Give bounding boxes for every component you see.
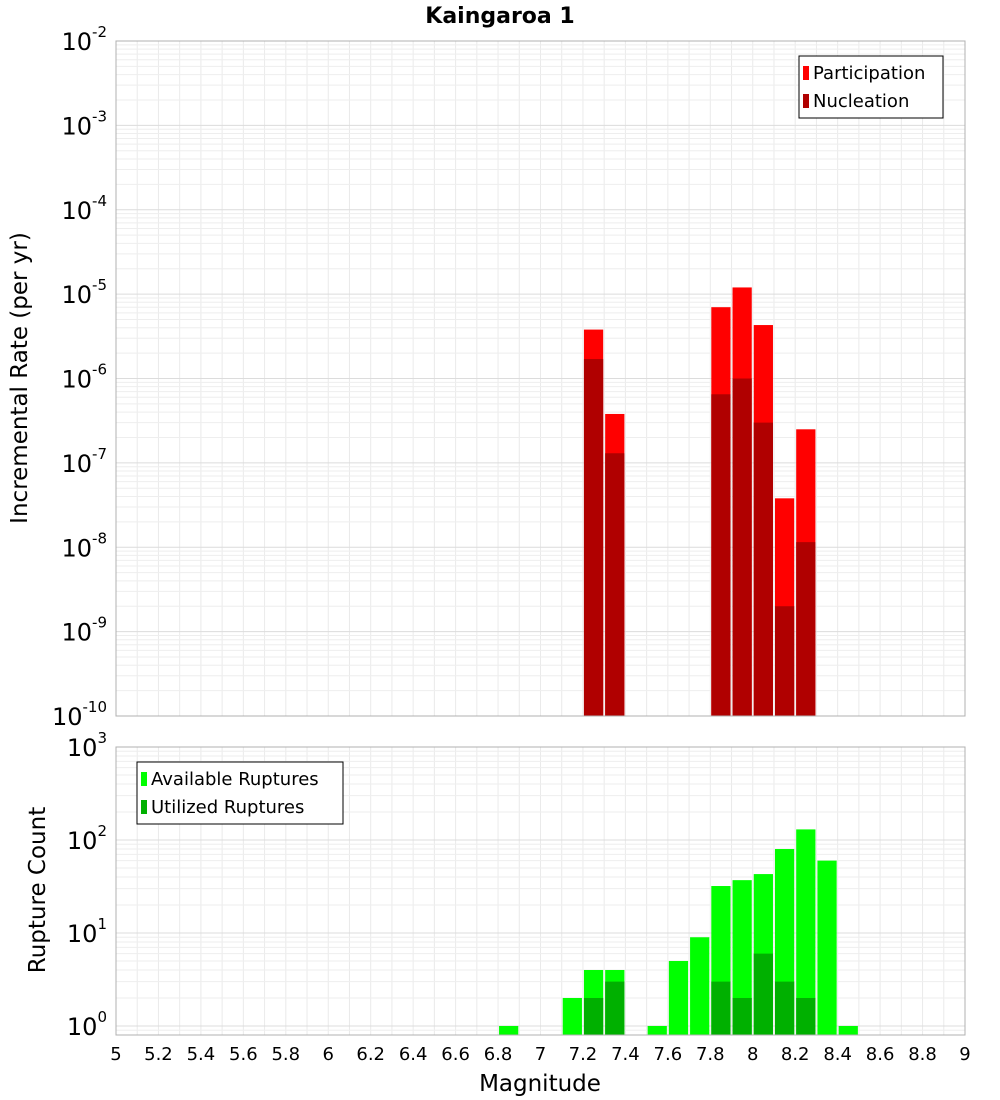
bottom-plot-frame bbox=[115, 746, 966, 1036]
bottom-legend: Available Ruptures Utilized Ruptures bbox=[136, 761, 344, 825]
legend-label: Participation bbox=[813, 63, 925, 84]
bottom-bar bbox=[647, 1025, 667, 1035]
top-series-1 bbox=[583, 359, 816, 716]
x-tick-label: 7.8 bbox=[696, 1044, 725, 1065]
legend-swatch bbox=[141, 772, 147, 786]
legend-box bbox=[136, 761, 344, 825]
top-panel: 10-10 10-9 10-8 10-7 10-6 10-5 10-4 10-3 10-2 Par… bbox=[52, 23, 966, 731]
top-y-tick-label: 10-6 bbox=[61, 361, 107, 394]
x-tick-labels: 5 5.2 5.4 5.6 5.8 6 6.2 6.4 6.6 6.8 7 7.2 7.4 7.6 7.8 8… bbox=[110, 1044, 970, 1065]
legend-label: Utilized Ruptures bbox=[151, 797, 304, 818]
legend-swatch bbox=[803, 66, 809, 80]
chart-title: Kaingaroa 1 bbox=[425, 4, 574, 29]
x-tick-label: 6.4 bbox=[399, 1044, 428, 1065]
x-tick-label: 5 bbox=[110, 1044, 121, 1065]
top-bar bbox=[774, 606, 795, 716]
bottom-bar bbox=[732, 880, 752, 1035]
x-tick-label: 7.2 bbox=[569, 1044, 598, 1065]
legend-label: Available Ruptures bbox=[151, 769, 319, 790]
x-tick-label: 7.6 bbox=[654, 1044, 683, 1065]
top-y-tick-label: 10-3 bbox=[61, 107, 107, 140]
legend-box bbox=[798, 55, 944, 119]
top-y-tick-label: 10-7 bbox=[61, 445, 107, 478]
bottom-bar bbox=[711, 981, 731, 1035]
x-tick-label: 7.4 bbox=[611, 1044, 640, 1065]
bottom-bar bbox=[583, 997, 604, 1035]
top-bar bbox=[796, 542, 816, 716]
top-plot-frame bbox=[115, 40, 966, 717]
x-tick-label: 9 bbox=[959, 1044, 970, 1065]
top-grid bbox=[115, 40, 966, 717]
legend-label: Nucleation bbox=[813, 91, 909, 112]
top-bar bbox=[605, 453, 625, 716]
x-tick-label: 7 bbox=[535, 1044, 546, 1065]
bottom-y-axis-label: Rupture Count bbox=[25, 807, 51, 973]
bottom-bar bbox=[838, 1025, 858, 1035]
bottom-y-tick-label: 101 bbox=[67, 915, 107, 948]
x-tick-label: 5.4 bbox=[187, 1044, 216, 1065]
bottom-bar bbox=[562, 997, 582, 1035]
bottom-bar bbox=[690, 937, 710, 1035]
x-tick-label: 8.2 bbox=[781, 1044, 810, 1065]
bottom-bar bbox=[668, 960, 689, 1035]
legend-swatch bbox=[141, 800, 147, 814]
top-y-tick-label: 10-4 bbox=[61, 192, 107, 225]
bottom-bar bbox=[499, 1025, 519, 1035]
top-legend: Participation Nucleation bbox=[798, 55, 944, 119]
x-tick-label: 6.8 bbox=[484, 1044, 513, 1065]
top-bar bbox=[711, 394, 731, 716]
top-bar bbox=[732, 378, 752, 716]
top-y-axis-label: Incremental Rate (per yr) bbox=[7, 232, 33, 524]
top-y-tick-label: 10-5 bbox=[61, 276, 107, 309]
bottom-bar bbox=[796, 997, 816, 1035]
bottom-y-tick-label: 102 bbox=[67, 822, 107, 855]
bottom-series-1 bbox=[583, 953, 816, 1035]
bottom-bar bbox=[774, 981, 795, 1035]
x-tick-label: 5.2 bbox=[144, 1044, 173, 1065]
bottom-bar bbox=[796, 829, 816, 1035]
x-tick-label: 6 bbox=[323, 1044, 334, 1065]
top-bar bbox=[753, 422, 773, 716]
bottom-bar bbox=[753, 953, 773, 1035]
x-tick-label: 5.6 bbox=[229, 1044, 258, 1065]
bottom-panel: 100 101 102 103 Available Ruptures Utilized R… bbox=[67, 729, 971, 1065]
x-tick-label: 8 bbox=[747, 1044, 758, 1065]
top-y-tick-label: 10-10 bbox=[52, 698, 107, 731]
bottom-y-tick-label: 103 bbox=[67, 729, 107, 762]
x-tick-label: 8.4 bbox=[823, 1044, 852, 1065]
bottom-bar bbox=[605, 981, 625, 1035]
bottom-y-tick-label: 100 bbox=[67, 1008, 107, 1041]
x-tick-label: 6.2 bbox=[356, 1044, 385, 1065]
top-y-tick-label: 10-2 bbox=[61, 23, 107, 56]
top-y-tick-label: 10-9 bbox=[61, 614, 107, 647]
x-tick-label: 6.6 bbox=[441, 1044, 470, 1065]
x-axis-label: Magnitude bbox=[479, 1071, 601, 1097]
bottom-bar bbox=[817, 860, 837, 1035]
top-y-tick-label: 10-8 bbox=[61, 529, 107, 562]
top-bar bbox=[583, 359, 604, 716]
x-tick-label: 5.8 bbox=[271, 1044, 300, 1065]
x-tick-label: 8.6 bbox=[866, 1044, 895, 1065]
bottom-bar bbox=[732, 997, 752, 1035]
x-tick-label: 8.8 bbox=[908, 1044, 937, 1065]
legend-swatch bbox=[803, 94, 809, 108]
